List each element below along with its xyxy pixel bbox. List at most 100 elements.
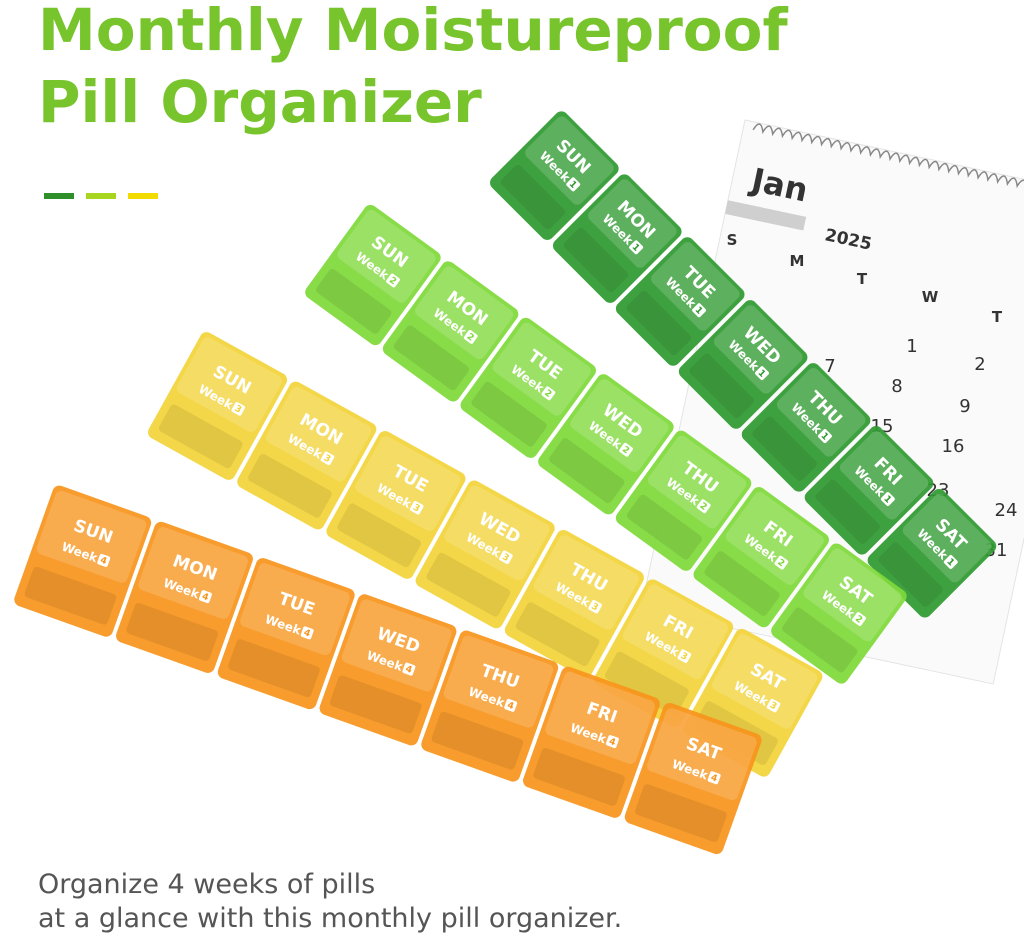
week-number: 1 bbox=[818, 431, 830, 443]
calendar-date: 24 bbox=[995, 500, 1018, 521]
lid bbox=[647, 708, 757, 801]
pill-organizer: SUNWeek1MONWeek1TUEWeek1WEDWeek1THUWeek1… bbox=[490, 111, 997, 618]
week-badge bbox=[402, 662, 416, 676]
lid bbox=[545, 671, 655, 764]
compartment-front bbox=[878, 542, 943, 607]
lid bbox=[525, 116, 614, 205]
lid bbox=[839, 430, 929, 520]
week-badge bbox=[605, 735, 619, 749]
week-number: 2 bbox=[542, 388, 553, 400]
lid bbox=[266, 386, 372, 482]
lid bbox=[355, 436, 461, 531]
week-badge bbox=[943, 555, 958, 569]
lid bbox=[725, 492, 824, 585]
week-number: 4 bbox=[607, 737, 616, 749]
week-badge bbox=[409, 501, 424, 515]
lid bbox=[444, 485, 550, 581]
week-number: 4 bbox=[99, 556, 108, 568]
week-badge bbox=[774, 555, 789, 570]
lid bbox=[36, 490, 147, 583]
week-number: 1 bbox=[756, 368, 768, 380]
week-badge bbox=[629, 240, 644, 255]
week-badge bbox=[320, 451, 335, 466]
week-badge bbox=[588, 599, 602, 614]
week-badge bbox=[97, 553, 111, 567]
lid bbox=[712, 634, 818, 729]
lid bbox=[176, 337, 282, 432]
lid bbox=[341, 599, 452, 692]
compartment-front bbox=[533, 747, 625, 806]
lid bbox=[443, 635, 554, 728]
compartment bbox=[523, 666, 660, 818]
lid bbox=[622, 584, 729, 680]
compartment-front bbox=[689, 353, 754, 419]
week-number: 1 bbox=[630, 242, 642, 254]
caption-line: Organize 4 weeks of pills bbox=[38, 869, 375, 900]
week-number: 2 bbox=[387, 275, 398, 287]
week-badge bbox=[386, 273, 400, 288]
week-number: 1 bbox=[693, 305, 705, 317]
compartment bbox=[615, 237, 745, 366]
week-number: 3 bbox=[679, 651, 689, 663]
organizers: SUNWeek1MONWeek1TUEWeek1WEDWeek1THUWeek1… bbox=[14, 111, 997, 855]
week-number: 1 bbox=[567, 179, 579, 191]
week-number: 3 bbox=[322, 453, 332, 465]
week-badge bbox=[692, 303, 707, 318]
compartment bbox=[415, 480, 555, 629]
week-badge bbox=[566, 177, 581, 192]
week-badge bbox=[677, 649, 692, 663]
compartment bbox=[867, 488, 997, 618]
compartment-front bbox=[782, 607, 858, 673]
calendar-date: 9 bbox=[959, 396, 970, 417]
compartment bbox=[771, 543, 907, 684]
calendar-date: 7 bbox=[824, 356, 835, 377]
calendar-weekday: M bbox=[790, 252, 805, 270]
compartment bbox=[460, 317, 596, 458]
week-badge bbox=[541, 386, 556, 401]
compartment-front bbox=[431, 711, 524, 770]
calendar-date: 16 bbox=[942, 436, 965, 457]
lid bbox=[138, 526, 248, 619]
week-number: 1 bbox=[881, 494, 893, 506]
lid bbox=[776, 368, 866, 457]
compartment-front bbox=[635, 784, 727, 843]
calendar-date: 2 bbox=[974, 354, 985, 375]
compartment-front bbox=[24, 566, 117, 625]
week-number: 4 bbox=[709, 773, 718, 785]
title-line: Pill Organizer bbox=[38, 68, 482, 136]
compartment-front bbox=[337, 503, 421, 568]
week-number: 4 bbox=[200, 592, 209, 604]
week-number: 2 bbox=[465, 332, 476, 344]
compartment bbox=[804, 426, 934, 555]
accent-dash bbox=[86, 193, 116, 199]
week-badge bbox=[231, 402, 246, 416]
spiral bbox=[752, 123, 1024, 191]
compartment-front bbox=[549, 438, 625, 504]
lid bbox=[492, 322, 591, 416]
compartment-front bbox=[500, 164, 566, 230]
compartment bbox=[490, 111, 619, 240]
compartment bbox=[148, 332, 288, 480]
lid bbox=[570, 379, 669, 473]
lid bbox=[415, 266, 514, 360]
week-number: 4 bbox=[404, 664, 413, 676]
compartment bbox=[678, 300, 808, 429]
week-number: 2 bbox=[620, 445, 631, 457]
calendar-weekday: S bbox=[727, 231, 738, 249]
compartment bbox=[421, 630, 559, 782]
week-badge bbox=[619, 442, 633, 457]
week-number: 3 bbox=[500, 552, 510, 564]
compartment bbox=[741, 363, 871, 492]
compartment-front bbox=[515, 602, 600, 666]
week-badge bbox=[198, 590, 212, 604]
compartment bbox=[217, 558, 355, 710]
week-number: 3 bbox=[233, 404, 243, 416]
lid bbox=[533, 535, 639, 630]
compartment-front bbox=[316, 268, 392, 334]
week-badge bbox=[755, 366, 769, 381]
caption-line: at a glance with this monthly pill organ… bbox=[38, 903, 622, 934]
week-number: 3 bbox=[589, 602, 599, 614]
compartment bbox=[319, 594, 457, 746]
compartment-front bbox=[158, 404, 243, 469]
